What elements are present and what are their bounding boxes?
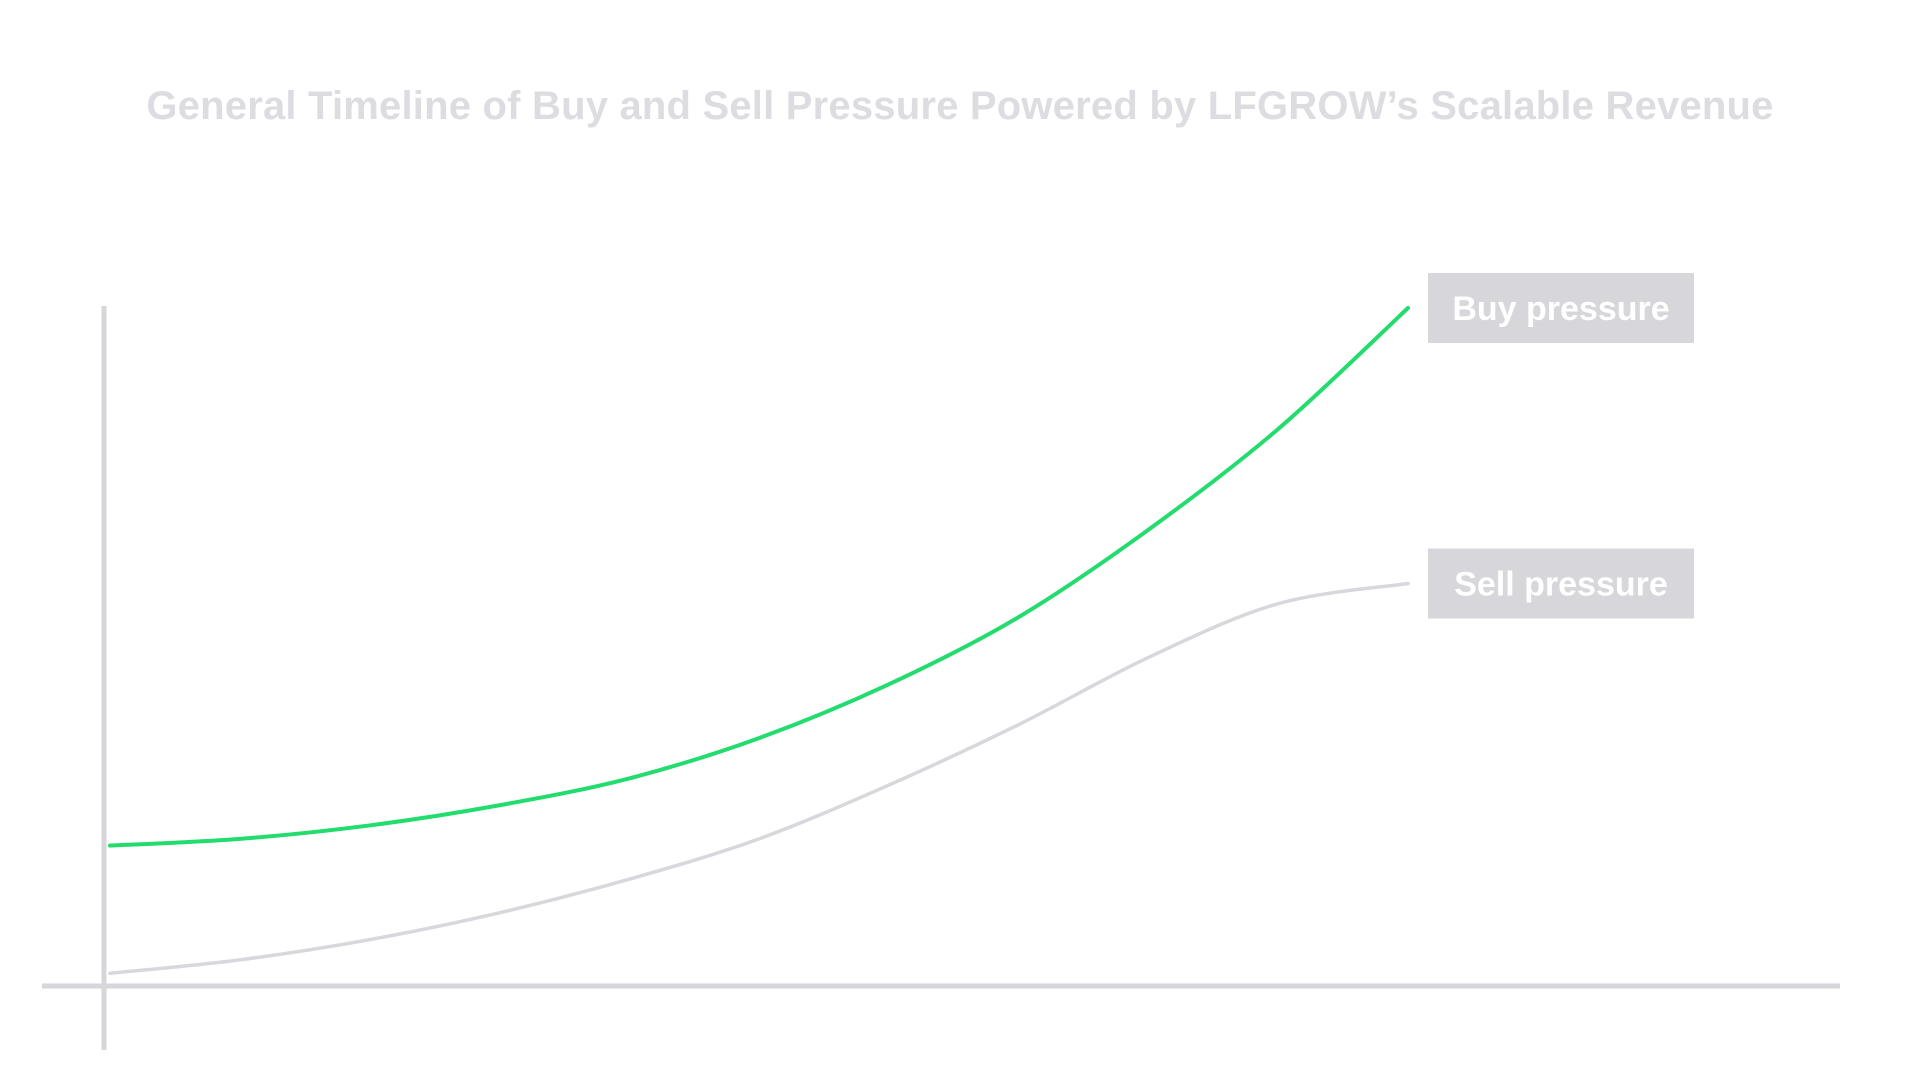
series-line-sell-pressure <box>108 581 1410 976</box>
legend-label-sell-pressure: Sell pressure <box>1428 548 1694 619</box>
legend-text-sell-pressure: Sell pressure <box>1454 566 1668 604</box>
chart-title: General Timeline of Buy and Sell Pressur… <box>146 84 1774 128</box>
series-line-buy-pressure <box>108 306 1410 848</box>
legend-box-buy-pressure <box>1428 273 1694 343</box>
legend-box-sell-pressure <box>1428 548 1694 619</box>
legend-layer: Buy pressure Sell pressure <box>1428 273 1694 619</box>
series-layer <box>108 306 1410 976</box>
legend-text-buy-pressure: Buy pressure <box>1452 290 1669 328</box>
legend-label-buy-pressure: Buy pressure <box>1428 273 1694 343</box>
